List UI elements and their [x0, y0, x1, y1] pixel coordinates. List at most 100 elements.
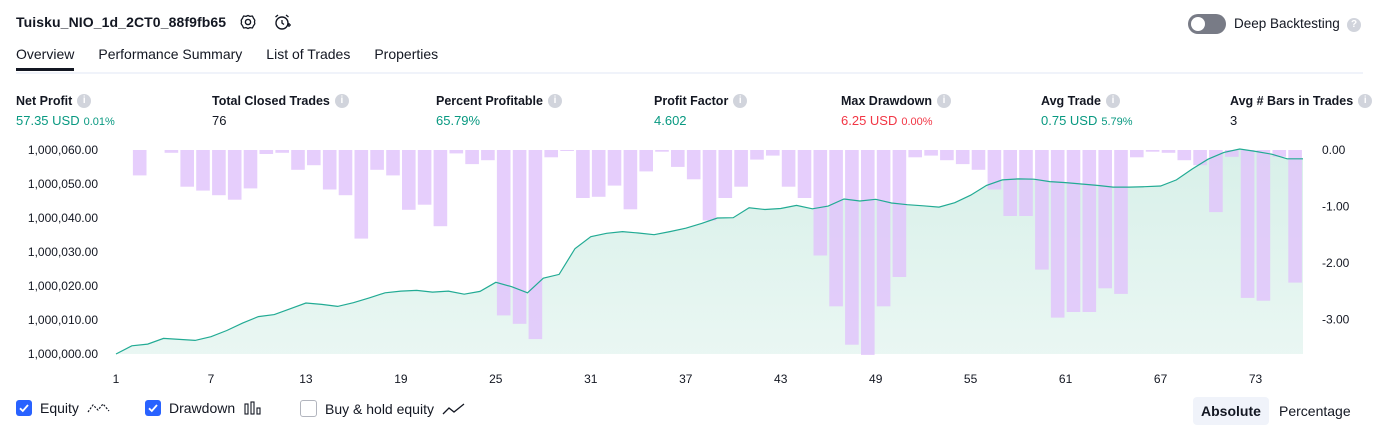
drawdown-bar — [449, 150, 464, 154]
tab-list-of-trades[interactable]: List of Trades — [266, 46, 351, 62]
drawdown-bar — [591, 150, 606, 197]
strategy-title: Tuisku_NIO_1d_2CT0_88f9fb65 — [16, 14, 227, 30]
drawdown-bar — [1082, 150, 1097, 312]
legend-equity[interactable]: Equity — [16, 400, 111, 416]
legend-drawdown[interactable]: Drawdown — [145, 400, 263, 416]
equity-line-icon — [87, 403, 110, 413]
tab-properties[interactable]: Properties — [374, 46, 439, 62]
drawdown-bar — [655, 150, 669, 152]
tab-overview[interactable]: Overview — [16, 46, 75, 71]
buy-hold-checkbox[interactable] — [300, 400, 317, 417]
drawdown-bar — [971, 150, 986, 170]
equity-checkbox[interactable] — [16, 400, 32, 416]
drawdown-checkbox[interactable] — [145, 400, 161, 416]
drawdown-bar — [512, 150, 527, 324]
stat-label: Net Profit — [16, 94, 73, 108]
stat-label: Total Closed Trades — [212, 94, 330, 108]
info-icon[interactable]: i — [937, 94, 951, 108]
x-tick-label: 31 — [584, 372, 598, 386]
drawdown-bar — [307, 150, 321, 166]
drawdown-bar — [1225, 150, 1239, 157]
drawdown-bar — [1035, 150, 1049, 270]
equity-line — [115, 148, 1303, 355]
drawdown-bar — [813, 150, 828, 256]
tab-performance-summary[interactable]: Performance Summary — [98, 46, 243, 62]
x-tick-label: 55 — [964, 372, 978, 386]
info-icon[interactable]: i — [334, 94, 349, 108]
x-tick-label: 37 — [679, 372, 693, 386]
drawdown-bar — [750, 150, 764, 160]
stat-value: 4.602 — [654, 113, 687, 128]
info-icon[interactable]: i — [1105, 94, 1120, 108]
stat-value: 65.79% — [436, 113, 481, 128]
drawdown-bar — [876, 150, 891, 307]
stat-value: 57.35 USD — [16, 113, 80, 128]
stat-value: 3 — [1230, 113, 1238, 128]
x-tick-label: 7 — [208, 372, 215, 386]
x-tick-label: 49 — [869, 372, 883, 386]
drawdown-bars-icon — [244, 401, 261, 415]
info-icon[interactable]: i — [1358, 94, 1373, 108]
drawdown-bar — [940, 150, 954, 161]
y-left-tick-label: 1,000,040.00 — [28, 211, 98, 225]
drawdown-bar — [987, 150, 1002, 190]
drawdown-bar — [338, 150, 353, 196]
drawdown-bar — [861, 150, 875, 355]
drawdown-bar — [1114, 150, 1128, 294]
alarm-clock-add-icon[interactable] — [272, 12, 292, 32]
drawdown-bar — [797, 150, 812, 198]
y-left-tick-label: 1,000,010.00 — [28, 313, 98, 327]
drawdown-bar — [1240, 150, 1255, 298]
stat-max-drawdown: Max Drawdown i 6.25 USD 0.00% — [841, 94, 951, 128]
drawdown-bar — [1145, 150, 1160, 152]
drawdown-bar — [829, 150, 843, 307]
drawdown-bar — [671, 150, 685, 167]
x-tick-label: 67 — [1154, 372, 1168, 386]
drawdown-bar — [1256, 150, 1271, 301]
y-right-tick-label: -1.00 — [1322, 199, 1350, 213]
percentage-button[interactable]: Percentage — [1279, 403, 1351, 419]
equity-drawdown-chart[interactable]: 1,000,060.00 1,000,050.00 1,000,040.00 1,00… — [0, 138, 1379, 390]
deep-backtesting-toggle[interactable] — [1188, 14, 1226, 34]
y-left-tick-label: 1,000,050.00 — [28, 177, 98, 191]
drawdown-bar — [132, 150, 147, 176]
drawdown-bar — [1019, 150, 1033, 216]
info-icon[interactable]: i — [547, 94, 562, 108]
info-icon[interactable]: i — [77, 94, 92, 108]
y-right-tick-label: -2.00 — [1322, 256, 1350, 270]
info-icon[interactable]: i — [733, 94, 748, 108]
drawdown-bar — [417, 150, 432, 205]
drawdown-bar — [481, 150, 495, 161]
stat-net-profit: Net Profit i 57.35 USD 0.01% — [16, 94, 115, 128]
stat-value: 76 — [212, 113, 227, 128]
stat-percent: 5.79% — [1101, 116, 1133, 128]
drawdown-bar — [1066, 150, 1081, 312]
settings-gear-icon[interactable] — [238, 12, 258, 32]
drawdown-bar — [955, 150, 970, 165]
drawdown-bar — [528, 150, 543, 340]
drawdown-bar — [1272, 150, 1287, 157]
stat-value: 0.75 USD — [1041, 113, 1098, 128]
stat-label: Avg Trade — [1041, 94, 1101, 108]
drawdown-bar — [402, 150, 416, 210]
stat-label: Max Drawdown — [841, 94, 932, 108]
drawdown-bar — [275, 150, 289, 153]
legend-buy-hold-equity[interactable]: Buy & hold equity — [300, 400, 466, 417]
x-tick-label: 1 — [113, 372, 120, 386]
drawdown-bar — [924, 150, 938, 156]
drawdown-bar — [1288, 150, 1302, 283]
drawdown-bar — [1193, 150, 1207, 166]
drawdown-bar — [845, 150, 859, 345]
drawdown-bar — [243, 150, 258, 189]
drawdown-bar — [702, 150, 717, 221]
stat-avg-bars-in-trades: Avg # Bars in Trades i 3 — [1230, 94, 1373, 128]
stat-total-closed-trades: Total Closed Trades i 76 — [212, 94, 349, 128]
x-tick-label: 43 — [774, 372, 788, 386]
drawdown-bar — [212, 150, 226, 196]
help-question-icon[interactable]: ? — [1347, 18, 1361, 32]
stat-percent: 0.01% — [83, 116, 115, 128]
absolute-button[interactable]: Absolute — [1193, 397, 1269, 425]
drawdown-bar — [180, 150, 194, 187]
y-right-tick-label: 0.00 — [1322, 143, 1346, 157]
stat-label: Percent Profitable — [436, 94, 543, 108]
